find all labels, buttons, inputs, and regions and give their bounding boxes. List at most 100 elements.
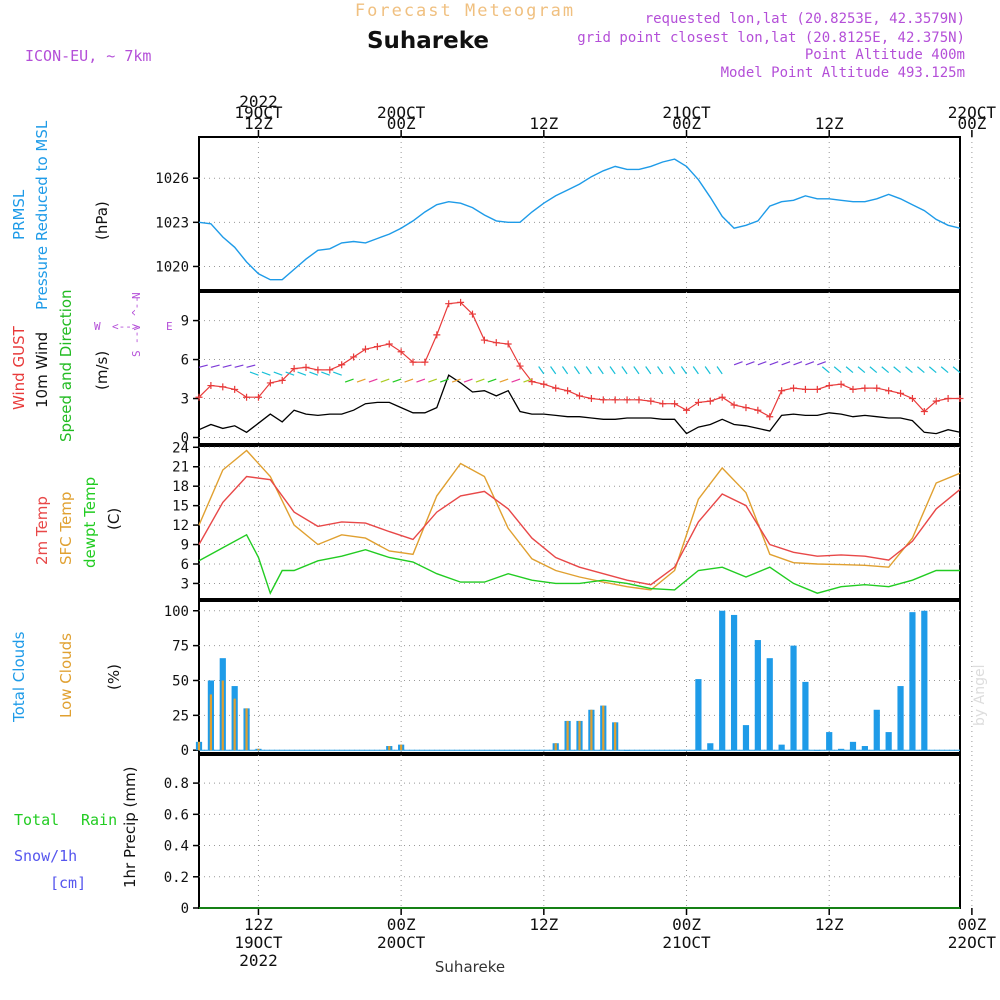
temp-unit: (C) [105, 508, 123, 530]
gust-point [861, 384, 869, 392]
temp-ytick-label: 24 [172, 440, 189, 456]
gust-point [873, 384, 881, 392]
total-cloud-bar [754, 640, 761, 751]
gust-point [314, 366, 322, 374]
pressure-line [198, 158, 961, 281]
wind-gust-label: Wind GUST [10, 325, 28, 410]
total-cloud-bar [790, 645, 797, 751]
gust-point [302, 363, 310, 371]
wind-direction-arrow [597, 366, 604, 375]
top-tick-label: 20OCT [377, 103, 426, 122]
gust-point [516, 362, 524, 370]
wind-direction-arrow [487, 378, 497, 383]
bottom-tick-label: 12Z [529, 915, 558, 934]
wind-direction-arrow [573, 366, 580, 375]
gust-point [813, 385, 821, 393]
gust-point [457, 298, 465, 306]
wind-ytick-label: 6 [181, 353, 189, 369]
gust-point [290, 365, 298, 373]
gust-point [326, 366, 334, 374]
low-cloud-bar [209, 694, 212, 751]
gust-point [801, 385, 809, 393]
wind-direction-arrow [845, 366, 854, 374]
grid-point-coords: grid point closest lon,lat (20.8125E, 42… [577, 30, 965, 46]
wind-ytick-label: 0 [181, 431, 189, 447]
total-cloud-bar [897, 686, 904, 751]
prmsl-label: PRMSL [10, 189, 28, 240]
gust-point [504, 340, 512, 348]
wind-direction-arrow [273, 371, 283, 376]
pressure-ytick-label: 1023 [155, 215, 189, 231]
total-cloud-bar [814, 750, 821, 751]
temp-2m-line [198, 475, 961, 586]
precip-ytick-label: 0 [181, 901, 189, 917]
compass-south: S [130, 350, 143, 357]
wind-direction-arrow [692, 366, 699, 375]
total-cloud-bar [873, 709, 880, 751]
top-tick-label: 00Z [387, 114, 416, 133]
wind-direction-arrow [475, 378, 485, 383]
wind-direction-arrow [392, 378, 402, 383]
wind-direction-arrow [550, 366, 557, 375]
total-cloud-bar [623, 750, 631, 751]
gust-point [635, 396, 643, 404]
clouds-ytick-label: 0 [181, 743, 189, 759]
gust-point [338, 361, 346, 369]
total-label: Total [14, 811, 59, 829]
wind-direction-arrow [234, 364, 244, 368]
app-title: Forecast Meteogram [355, 1, 575, 21]
gust-point [659, 400, 667, 408]
wind-direction-arrow [249, 371, 259, 376]
compass-rose: N ^-- W <--> E --v S [94, 292, 173, 357]
wind-direction-arrow [210, 364, 220, 368]
wind-ytick-label: 3 [181, 392, 189, 408]
top-tick-label: 22OCT [948, 103, 997, 122]
model-altitude: Model Point Altitude 493.125m [721, 65, 965, 81]
bottom-tick-label: 19OCT [234, 933, 283, 952]
bottom-tick-label: 21OCT [662, 933, 711, 952]
gust-point [445, 300, 453, 308]
low-cloud-bar [614, 722, 617, 751]
wind-direction-arrow [222, 364, 232, 368]
wind-direction-arrow [428, 378, 438, 383]
gust-point [956, 395, 964, 403]
low-cloud-bar [233, 698, 236, 751]
wind-direction-arrow [928, 366, 937, 374]
precip-unit: 1hr Precip (mm) [121, 767, 139, 888]
low-cloud-bar [257, 748, 260, 751]
wind-frame [198, 291, 961, 445]
wind-direction-arrow [261, 371, 271, 376]
compass-north: N [130, 292, 143, 299]
gust-point [837, 380, 845, 388]
gust-point [350, 353, 358, 361]
wind-direction-arrow [680, 366, 688, 375]
total-cloud-bar [719, 610, 726, 751]
low-cloud-bar [197, 741, 201, 751]
clouds-frame [198, 600, 961, 754]
temp-2m-label: 2m Temp [33, 496, 51, 565]
wind-direction-arrow [633, 366, 640, 375]
total-cloud-bar [742, 725, 750, 751]
total-cloud-bar [909, 612, 916, 751]
chart-marks [195, 158, 964, 909]
wind-direction-arrow [769, 361, 779, 366]
snow-label: Snow/1h [14, 847, 77, 865]
gust-point [266, 379, 274, 387]
gust-point [599, 396, 607, 404]
gust-point [683, 406, 691, 414]
wind-direction-arrow [781, 361, 791, 366]
wind-direction-arrow [821, 366, 830, 374]
gust-point [409, 358, 417, 366]
compass-ns-line: ^-- [130, 296, 143, 316]
wind-10m-label: 10m Wind [33, 332, 51, 408]
gust-point [219, 383, 227, 391]
gust-point [587, 395, 595, 403]
precip-ytick-label: 0.8 [164, 776, 189, 792]
gust-point [433, 331, 441, 339]
total-cloud-bar [849, 741, 857, 751]
gust-point [908, 395, 916, 403]
low-cloud-bar [554, 743, 557, 751]
low-cloud-bar [602, 705, 605, 751]
gust-point [694, 398, 702, 406]
